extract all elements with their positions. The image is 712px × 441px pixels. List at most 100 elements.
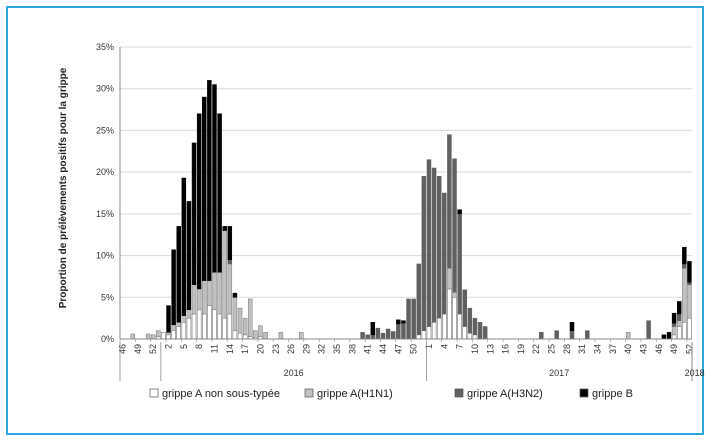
bar-segment-series-2-week-110 xyxy=(682,263,687,269)
bar-segment-series-0-week-68 xyxy=(467,332,473,340)
bar-segment-series-3-week-49 xyxy=(370,322,376,336)
bar-segment-series-0-week-16 xyxy=(202,313,207,340)
bar-segment-series-0-week-108 xyxy=(671,334,677,340)
x-tick-label: 43 xyxy=(639,344,649,354)
legend-swatch xyxy=(454,388,464,398)
x-tick-label: 13 xyxy=(485,344,495,354)
bar-segment-series-2-week-66 xyxy=(457,213,462,315)
x-tick-label: 22 xyxy=(531,344,541,354)
x-tick-label: 50 xyxy=(409,344,419,354)
x-tick-label: 5 xyxy=(179,344,189,349)
x-tick-label: 28 xyxy=(562,344,572,354)
bar-segment-series-1-week-25 xyxy=(247,298,253,337)
bar-segment-series-1-week-22 xyxy=(232,297,238,331)
bar-segment-series-2-week-52 xyxy=(385,328,391,340)
x-tick-label: 52 xyxy=(148,344,158,354)
bar-segment-series-1-week-20 xyxy=(222,230,227,319)
legend-label: grippe A(H1N1) xyxy=(317,388,393,400)
bar-segment-series-2-week-88 xyxy=(569,330,575,340)
legend-label: grippe A non sous-typée xyxy=(162,388,280,400)
bar-segment-series-3-week-20 xyxy=(222,226,227,231)
bar-segment-series-1-week-9 xyxy=(166,332,171,336)
bar-segment-series-3-week-10 xyxy=(171,249,176,326)
bar-segment-series-1-week-15 xyxy=(196,288,202,311)
bar-segment-series-2-week-48 xyxy=(365,334,370,340)
bar-segment-series-0-week-58 xyxy=(416,334,422,340)
year-labels: 2016 2017 2018 xyxy=(119,342,705,381)
bar-segment-series-0-week-69 xyxy=(472,334,478,340)
bar-segment-series-2-week-65 xyxy=(452,158,457,293)
bar-segment-series-0-week-63 xyxy=(442,313,447,340)
bar-segment-series-1-week-13 xyxy=(186,309,192,319)
bar-segment-series-0-week-14 xyxy=(191,313,197,340)
bar-segment-series-2-week-91 xyxy=(585,330,590,340)
x-tick-label: 47 xyxy=(393,344,403,354)
bar-segment-series-2-week-70 xyxy=(477,322,483,340)
bar-segment-series-2-week-54 xyxy=(396,323,401,340)
bar-segment-series-0-week-22 xyxy=(232,330,238,340)
y-axis-label: Proportion de prélèvements positifs pour… xyxy=(58,67,69,308)
bar-segment-series-3-week-106 xyxy=(661,334,667,340)
bar-segment-series-0-week-60 xyxy=(426,326,432,340)
x-tick-label: 29 xyxy=(301,344,311,354)
x-tick-label: 25 xyxy=(547,344,557,354)
bar-segment-series-1-week-110 xyxy=(682,267,687,323)
bar-segment-series-2-week-62 xyxy=(436,176,442,319)
y-tick-label: 5% xyxy=(101,292,114,302)
bar-segment-series-3-week-66 xyxy=(457,209,462,215)
axes xyxy=(119,47,692,340)
bar-segment-series-1-week-6 xyxy=(150,334,156,340)
x-tick-label: 41 xyxy=(363,344,373,354)
y-tick-label: 15% xyxy=(96,209,114,219)
x-tick-label: 19 xyxy=(516,344,526,354)
legend-swatch xyxy=(149,388,159,398)
bar-segment-series-0-week-24 xyxy=(242,334,248,340)
bar-segment-series-1-week-23 xyxy=(237,307,243,334)
year-label: 2016 xyxy=(284,368,304,378)
legend-swatch xyxy=(304,388,314,398)
bar-segment-series-0-week-23 xyxy=(237,332,243,340)
x-tick-label: 23 xyxy=(271,344,281,354)
bar-segment-series-2-week-63 xyxy=(442,192,447,315)
bar-segment-series-1-week-17 xyxy=(207,280,212,306)
chart-frame xyxy=(6,6,704,435)
bar-segment-series-2-week-68 xyxy=(467,307,473,334)
x-tick-label: 44 xyxy=(378,344,388,354)
bar-segment-series-0-week-8 xyxy=(161,332,166,340)
bar-segment-series-3-week-14 xyxy=(191,142,197,286)
bar-segment-series-2-week-58 xyxy=(416,263,422,336)
bar-segment-series-2-week-56 xyxy=(406,298,411,340)
y-tick-label: 10% xyxy=(96,251,114,261)
bar-segment-series-3-week-17 xyxy=(207,80,212,281)
bars xyxy=(130,80,692,340)
x-tick-label: 17 xyxy=(240,344,250,354)
x-tick-label: 14 xyxy=(225,344,235,354)
y-tick-label: 20% xyxy=(96,167,114,177)
y-tick-label: 25% xyxy=(96,125,114,135)
y-tick-label: 0% xyxy=(101,334,114,344)
x-tick-label: 40 xyxy=(623,344,633,354)
bar-segment-series-2-week-60 xyxy=(426,159,432,327)
x-tick-label: 34 xyxy=(593,344,603,354)
x-tick-label: 10 xyxy=(470,344,480,354)
bar-segment-series-2-week-67 xyxy=(462,289,467,327)
bar-segment-series-2-week-21 xyxy=(227,259,233,265)
x-tick-label: 1 xyxy=(424,344,434,349)
bar-segment-series-1-week-28 xyxy=(263,332,268,340)
x-tick-label: 11 xyxy=(210,344,220,353)
x-tick-labels: 46 49 52 2 5 8 11 14 17 20 23 26 29 32 35 38 41 44 47 50 1 4 7… xyxy=(118,339,694,354)
bar-segment-series-2-week-111 xyxy=(687,282,692,286)
y-tick-label: 35% xyxy=(96,42,114,52)
bar-segment-series-2-week-64 xyxy=(447,134,452,269)
bar-segment-series-1-week-99 xyxy=(625,332,631,340)
x-tick-label: 31 xyxy=(577,344,587,354)
legend: grippe A non sous-typée grippe A(H1N1) gri… xyxy=(149,388,633,400)
x-tick-label: 32 xyxy=(317,344,327,354)
bar-segment-series-1-week-64 xyxy=(447,267,452,290)
bar-segment-series-0-week-13 xyxy=(186,317,192,340)
x-tick-label: 46 xyxy=(118,344,128,354)
bar-segment-series-1-week-10 xyxy=(171,324,176,331)
bar-segment-series-3-week-55 xyxy=(401,320,406,324)
bar-segment-series-1-week-27 xyxy=(258,325,263,337)
